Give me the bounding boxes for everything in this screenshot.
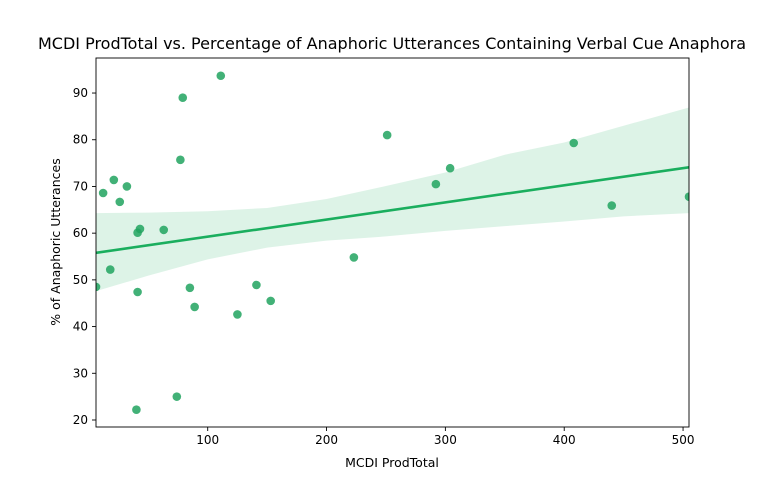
plot-content: [96, 71, 689, 415]
data-point: [445, 163, 455, 173]
y-axis-label: % of Anaphoric Utterances: [48, 158, 63, 325]
data-point: [178, 93, 188, 103]
x-tick-label: 500: [672, 433, 695, 447]
y-tick-label: 40: [73, 320, 88, 334]
y-tick-label: 60: [73, 226, 88, 240]
x-tick-label: 200: [315, 433, 338, 447]
y-tick-label: 70: [73, 179, 88, 193]
data-point: [122, 182, 132, 191]
y-tick-label: 80: [73, 133, 88, 147]
y-tick-label: 30: [73, 366, 88, 380]
data-point: [172, 392, 182, 401]
data-point: [431, 179, 441, 189]
data-point: [132, 405, 141, 415]
confidence-band: [96, 107, 689, 292]
data-point: [135, 224, 145, 234]
data-point: [133, 287, 142, 297]
data-point: [382, 130, 392, 140]
data-point: [105, 265, 115, 274]
x-tick-label: 400: [553, 433, 576, 447]
data-point: [185, 283, 195, 293]
plot-frame: [95, 57, 690, 428]
data-point: [159, 225, 169, 235]
y-tick-label: 50: [73, 273, 88, 287]
data-point: [684, 192, 689, 202]
plot-area: [96, 71, 689, 415]
data-point: [607, 201, 617, 210]
data-point: [233, 310, 242, 319]
data-point: [349, 253, 359, 262]
regression-line: [96, 166, 689, 255]
data-point: [115, 197, 125, 207]
y-axis: 20 30 40 50 60 70 80 90: [73, 86, 96, 427]
data-point: [190, 302, 199, 312]
x-axis: 100 200 300 400 500: [196, 427, 695, 447]
data-point: [266, 296, 275, 306]
data-point: [176, 155, 185, 165]
data-point: [216, 71, 226, 81]
y-tick-label: 20: [73, 413, 88, 427]
data-point: [96, 282, 101, 292]
data-point: [252, 280, 261, 290]
chart-title: MCDI ProdTotal vs. Percentage of Anaphor…: [38, 34, 746, 53]
x-tick-label: 300: [434, 433, 457, 447]
x-tick-label: 100: [196, 433, 219, 447]
x-axis-label: MCDI ProdTotal: [345, 455, 439, 470]
y-tick-label: 90: [73, 86, 88, 100]
data-point: [109, 175, 119, 185]
data-point: [569, 138, 579, 148]
data-point: [98, 188, 108, 198]
